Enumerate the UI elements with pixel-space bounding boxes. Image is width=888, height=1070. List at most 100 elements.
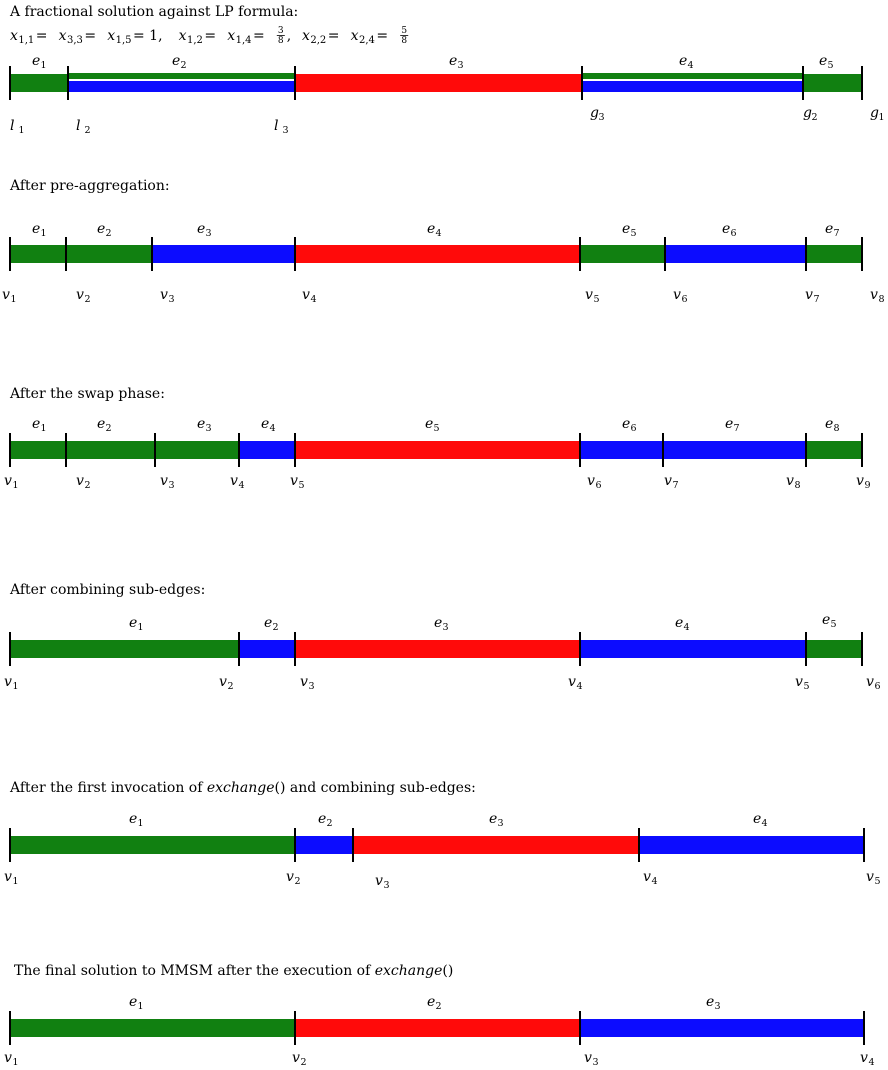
vertex-label-symbol: v	[664, 473, 672, 489]
vertex-label-subscript: 5	[594, 294, 600, 305]
section-caption: After the swap phase:	[9, 386, 165, 402]
edge-label-symbol: e	[172, 53, 180, 69]
edge-segment	[155, 441, 239, 459]
edge-label-subscript: 5	[631, 228, 637, 239]
edge-label-symbol: e	[622, 221, 630, 237]
edge-segment	[806, 245, 862, 263]
fraction-denominator: 8	[278, 36, 284, 46]
vertex-label-subscript: 4	[577, 681, 583, 692]
edge-label-subscript: 1	[41, 228, 47, 239]
edge-label-symbol: e	[679, 53, 687, 69]
vertex-label-symbol: g	[803, 105, 812, 121]
vertex-label-subscript: 2	[812, 112, 818, 123]
vertex-label-symbol: v	[290, 473, 298, 489]
edge-label-symbol: e	[427, 994, 435, 1010]
formula-subscript: 1,4	[236, 35, 252, 46]
edge-label-subscript: 3	[206, 423, 212, 434]
vertex-label-symbol: v	[375, 873, 383, 889]
vertex-label-symbol: v	[219, 674, 227, 690]
edge-label-symbol: e	[32, 221, 40, 237]
edge-segment	[663, 441, 806, 459]
vertex-label-symbol: v	[76, 473, 84, 489]
vertex-label-symbol: v	[4, 1050, 12, 1066]
formula-subscript: 2,2	[310, 35, 326, 46]
vertex-label-symbol: v	[587, 473, 595, 489]
vertex-label-symbol: v	[302, 287, 310, 303]
formula-token: =	[253, 28, 265, 44]
vertex-label-symbol: l	[10, 118, 14, 134]
edge-label-symbol: e	[675, 615, 683, 631]
vertex-label-symbol: v	[805, 287, 813, 303]
edge-label-symbol: e	[129, 615, 137, 631]
formula-token: = 1,	[133, 28, 163, 44]
edge-label-symbol: e	[753, 811, 761, 827]
caption-text-part: ()	[442, 963, 453, 979]
edge-label-symbol: e	[32, 416, 40, 432]
vertex-label-symbol: v	[795, 674, 803, 690]
edge-label-subscript: 2	[106, 423, 112, 434]
formula-subscript: 3,3	[67, 35, 83, 46]
edge-segment	[239, 640, 295, 658]
edge-segment	[295, 74, 582, 92]
vertex-label-subscript: 4	[652, 876, 658, 887]
edge-label-subscript: 1	[41, 423, 47, 434]
edge-label-subscript: 4	[436, 228, 442, 239]
formula-subscript: 1,2	[187, 35, 203, 46]
edge-segment	[295, 640, 580, 658]
formula-token: x	[179, 28, 187, 44]
vertex-label-symbol: v	[230, 473, 238, 489]
section-caption: After pre-aggregation:	[9, 178, 170, 194]
vertex-label-subscript: 9	[865, 480, 871, 491]
formula-token: =	[36, 28, 48, 44]
vertex-label-subscript: 3	[593, 1057, 599, 1068]
section-pre: After pre-aggregation:e 1 e 2 e 3 e 4 e 5 e 6 e 7v 1 v 2…	[2, 178, 885, 305]
vertex-label-symbol: v	[673, 287, 681, 303]
edge-segment	[295, 441, 580, 459]
vertex-label-symbol: v	[568, 674, 576, 690]
edge-label-subscript: 1	[138, 1001, 144, 1012]
fraction-numerator: 3	[278, 26, 284, 36]
vertex-label-symbol: v	[300, 674, 308, 690]
vertex-label-symbol: v	[160, 287, 168, 303]
edge-label-subscript: 6	[731, 228, 737, 239]
vertex-label-subscript: 1	[13, 681, 19, 692]
edge-label-symbol: e	[822, 612, 830, 628]
vertex-label-subscript: 1	[11, 294, 17, 305]
vertex-label-symbol: v	[866, 674, 874, 690]
edge-label-subscript: 6	[631, 423, 637, 434]
